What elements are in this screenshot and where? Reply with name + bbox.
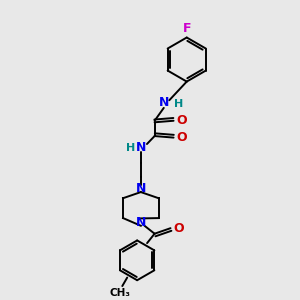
Text: O: O <box>177 131 187 144</box>
Text: H: H <box>126 143 135 153</box>
Text: O: O <box>177 114 187 127</box>
Text: H: H <box>175 99 184 109</box>
Text: N: N <box>136 141 146 154</box>
Text: CH₃: CH₃ <box>110 289 130 298</box>
Text: O: O <box>174 222 184 235</box>
Text: N: N <box>136 216 146 229</box>
Text: N: N <box>159 96 169 109</box>
Text: F: F <box>182 22 191 35</box>
Text: N: N <box>136 182 146 195</box>
